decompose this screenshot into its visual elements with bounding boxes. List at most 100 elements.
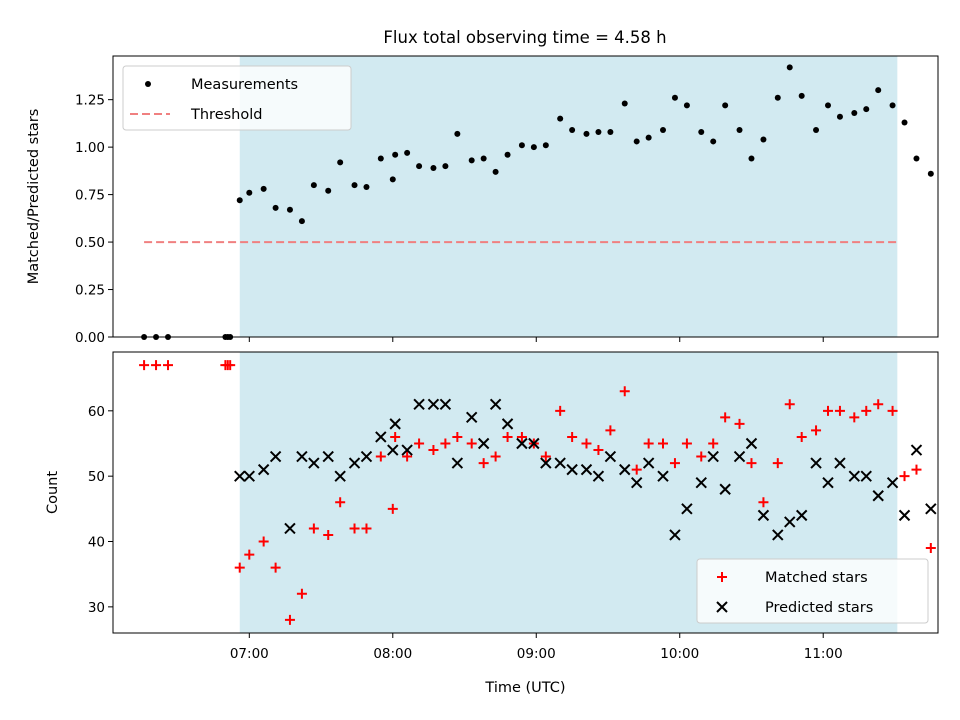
legend-entry: Measurements: [145, 77, 298, 93]
data-point: [554, 457, 566, 469]
x-tick-label: 10:00: [660, 646, 699, 662]
data-point: [774, 94, 781, 101]
data-point: [428, 445, 439, 456]
data-point: [848, 470, 861, 482]
x-tick-label: 08:00: [373, 646, 412, 662]
data-point: [234, 470, 246, 482]
data-point: [225, 360, 236, 371]
data-point: [796, 431, 807, 442]
data-point: [555, 405, 566, 416]
data-point: [284, 614, 295, 625]
legend-label: Measurements: [191, 77, 298, 93]
data-point: [404, 149, 411, 156]
data-point: [633, 138, 640, 145]
data-point: [518, 142, 525, 149]
data-point: [540, 457, 552, 469]
data-point: [631, 464, 642, 475]
data-point: [296, 450, 308, 463]
data-point: [504, 151, 511, 158]
data-point: [887, 405, 898, 416]
data-point: [810, 457, 822, 469]
data-point: [811, 425, 822, 436]
legend-label: Predicted stars: [765, 600, 873, 616]
data-point: [925, 503, 937, 515]
data-point: [863, 106, 870, 113]
data-point: [645, 134, 652, 141]
data-point: [784, 399, 795, 410]
data-point: [795, 509, 808, 522]
data-point: [540, 451, 551, 462]
data-point: [708, 438, 719, 449]
data-point: [642, 457, 655, 469]
legend-marker: [717, 572, 727, 582]
y-tick-label: 30: [88, 600, 105, 616]
data-point: [569, 127, 576, 134]
y-tick-label: 0.00: [75, 330, 105, 346]
data-point: [349, 523, 360, 534]
data-point: [454, 130, 461, 137]
data-point: [440, 438, 451, 449]
series-predicted-stars: [234, 398, 937, 541]
data-point: [442, 163, 449, 170]
legend-box: [122, 65, 352, 131]
data-point: [402, 451, 413, 462]
data-point: [567, 431, 578, 442]
data-point: [580, 463, 593, 476]
data-point: [387, 444, 399, 456]
data-point: [720, 412, 731, 423]
data-point: [605, 425, 616, 436]
data-point: [886, 476, 899, 489]
data-point: [875, 87, 882, 94]
x-tick-label: 11:00: [804, 646, 843, 662]
axes-frame: [112, 55, 939, 338]
data-point: [516, 431, 527, 442]
data-point: [480, 155, 487, 162]
data-point: [502, 431, 513, 442]
data-point: [696, 451, 707, 462]
data-point: [258, 536, 269, 547]
data-point: [416, 163, 423, 170]
x-axis-label: Time (UTC): [484, 680, 565, 696]
data-point: [516, 437, 528, 450]
legend-entry: Matched stars: [717, 570, 868, 586]
y-tick-label: 50: [88, 469, 105, 485]
chart-title: Flux total observing time = 4.58 h: [383, 28, 666, 47]
y-tick-label: 1.25: [75, 93, 105, 109]
data-point: [322, 450, 334, 463]
y-tick-label: 0.75: [75, 188, 105, 204]
data-point: [660, 127, 666, 134]
series-matched-stars: [139, 360, 936, 625]
y-axis-label: Count: [45, 471, 61, 514]
data-point: [335, 497, 346, 508]
data-point: [671, 94, 678, 101]
legend-marker: [716, 601, 728, 613]
data-point: [851, 109, 858, 116]
data-point: [834, 405, 845, 416]
legend-label: Matched stars: [765, 570, 868, 586]
data-point: [234, 562, 245, 573]
legend-entry: Threshold: [130, 107, 262, 123]
data-point: [593, 445, 604, 456]
data-point: [151, 360, 162, 371]
data-point: [530, 144, 537, 151]
data-point: [270, 562, 281, 573]
data-point: [363, 184, 370, 191]
data-point: [360, 450, 373, 463]
data-point: [681, 438, 692, 449]
data-point: [257, 463, 270, 476]
data-point: [592, 470, 605, 482]
data-point: [707, 450, 719, 463]
data-point: [786, 64, 793, 71]
legend-box: [696, 558, 929, 624]
data-point: [734, 418, 745, 429]
data-point: [669, 529, 681, 541]
data-point: [243, 470, 256, 482]
y-tick-label: 0.50: [75, 235, 105, 251]
data-point: [695, 476, 707, 489]
data-point: [337, 159, 344, 166]
data-point: [296, 588, 307, 599]
data-point: [621, 100, 628, 107]
data-point: [872, 490, 884, 502]
data-point: [927, 170, 934, 177]
data-point: [772, 529, 784, 541]
